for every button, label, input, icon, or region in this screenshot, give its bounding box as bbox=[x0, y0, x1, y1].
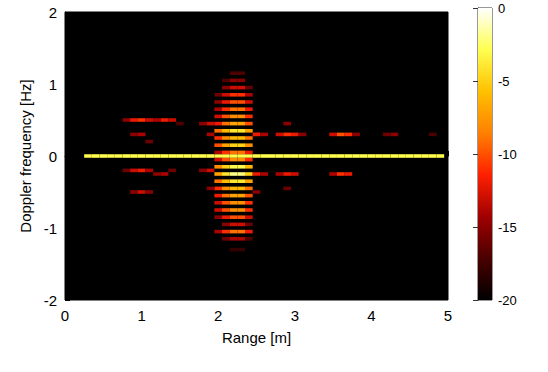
svg-text:5: 5 bbox=[444, 307, 452, 324]
svg-text:0: 0 bbox=[61, 307, 69, 324]
svg-text:3: 3 bbox=[291, 307, 299, 324]
svg-text:2: 2 bbox=[214, 307, 222, 324]
svg-text:-10: -10 bbox=[498, 147, 517, 162]
svg-text:2: 2 bbox=[49, 4, 57, 21]
svg-text:0: 0 bbox=[498, 1, 505, 16]
svg-text:1: 1 bbox=[49, 76, 57, 93]
svg-text:1: 1 bbox=[137, 307, 145, 324]
svg-text:0: 0 bbox=[49, 148, 57, 165]
svg-text:Range [m]: Range [m] bbox=[222, 329, 291, 346]
svg-text:-2: -2 bbox=[44, 292, 57, 309]
svg-text:-20: -20 bbox=[498, 293, 517, 308]
svg-text:Doppler frequency [Hz]: Doppler frequency [Hz] bbox=[17, 79, 34, 232]
svg-text:-1: -1 bbox=[44, 220, 57, 237]
svg-text:4: 4 bbox=[367, 307, 375, 324]
svg-text:-5: -5 bbox=[498, 74, 510, 89]
svg-text:-15: -15 bbox=[498, 220, 517, 235]
